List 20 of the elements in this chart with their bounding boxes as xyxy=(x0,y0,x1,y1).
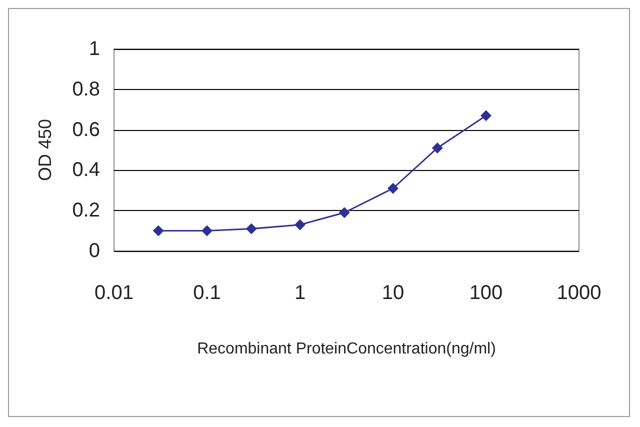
y-tick-label: 0 xyxy=(88,240,100,262)
x-tick-label: 10 xyxy=(382,282,404,304)
x-axis-title: Recombinant ProteinConcentration(ng/ml) xyxy=(197,340,496,358)
point xyxy=(388,182,398,194)
x-tick-label: 0.1 xyxy=(193,282,221,304)
y-tick-label: 0.6 xyxy=(72,118,100,141)
y-tick-label: 1 xyxy=(88,38,100,60)
x-tick-label: 1 xyxy=(294,282,306,304)
point xyxy=(246,223,257,234)
y-axis-title: OD 450 xyxy=(35,118,55,182)
point xyxy=(152,225,164,236)
x-tick-label: 1000 xyxy=(556,282,602,304)
x-tick-label: 0.01 xyxy=(94,282,134,304)
y-tick-label: 0.2 xyxy=(72,200,100,222)
point xyxy=(294,219,306,230)
point xyxy=(338,207,350,218)
y-tick-label: 0.8 xyxy=(72,78,100,100)
x-tick-label: 100 xyxy=(469,282,503,304)
point xyxy=(480,110,492,122)
y-tick-label: 0.4 xyxy=(72,159,100,182)
